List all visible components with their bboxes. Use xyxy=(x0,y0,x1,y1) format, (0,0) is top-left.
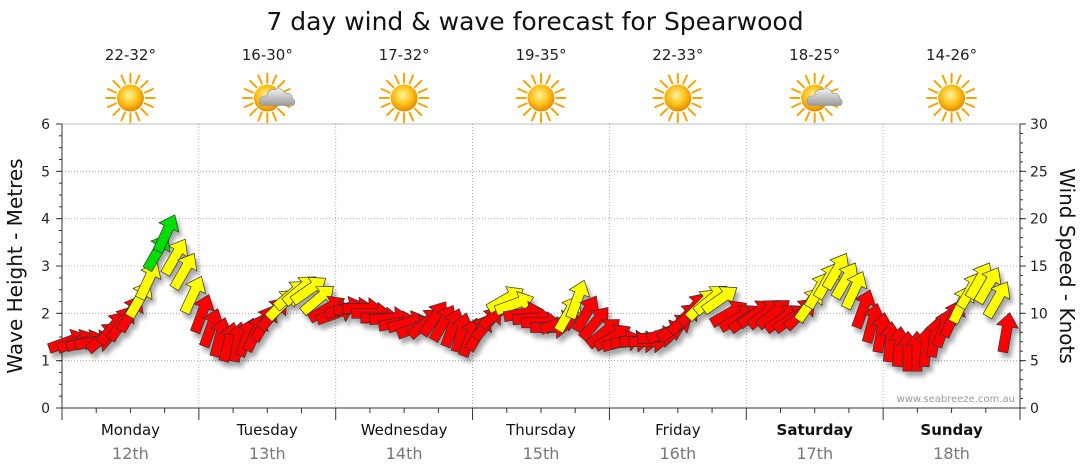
day-temperature-range: 14-26° xyxy=(926,46,977,64)
wind-arrow xyxy=(996,312,1019,354)
chart-grid xyxy=(61,123,1021,409)
y-tick-label-right: 15 xyxy=(1030,259,1048,275)
sun-cloud-icon xyxy=(789,72,843,124)
day-name: Wednesday xyxy=(361,421,448,439)
sun-icon xyxy=(926,72,977,124)
day-date: 17th xyxy=(796,444,833,463)
daily-weather-row: 22-32° 16-30° 17-32° 19-35° 22-33° 18-25° 14-2… xyxy=(105,46,977,124)
day-temperature-range: 17-32° xyxy=(379,46,430,64)
day-name: Monday xyxy=(101,421,160,439)
y-tick-label-right: 10 xyxy=(1030,306,1048,322)
chart-title: 7 day wind & wave forecast for Spearwood xyxy=(266,7,803,36)
y-tick-label-left: 5 xyxy=(41,164,50,180)
plot-frame xyxy=(61,123,1021,409)
day-name: Thursday xyxy=(505,421,576,439)
wind-arrow xyxy=(169,253,198,291)
y-tick-label-left: 1 xyxy=(41,354,50,370)
y-tick-label-right: 30 xyxy=(1030,117,1048,133)
y-tick-label-right: 0 xyxy=(1030,401,1039,417)
day-temperature-range: 16-30° xyxy=(242,46,293,64)
day-name: Friday xyxy=(655,421,701,439)
y-tick-label-left: 4 xyxy=(41,212,50,228)
day-date: 12th xyxy=(112,444,149,463)
y-tick-label-left: 6 xyxy=(41,117,50,133)
day-date: 18th xyxy=(933,444,970,463)
sun-cloud-icon xyxy=(241,72,296,124)
sun-icon xyxy=(105,72,156,124)
y-axis-right-title: Wind Speed - Knots xyxy=(1055,168,1079,364)
wind-arrow xyxy=(565,279,591,320)
day-date: 16th xyxy=(659,444,696,463)
day-name: Tuesday xyxy=(236,421,298,439)
y-axis-left-title: Wave Height - Metres xyxy=(3,158,27,373)
sun-icon xyxy=(515,72,567,124)
y-tick-label-right: 5 xyxy=(1030,354,1039,370)
wind-arrows xyxy=(47,214,1019,372)
day-date: 15th xyxy=(523,444,560,463)
sun-icon xyxy=(378,72,430,124)
wind-arrow xyxy=(152,214,180,254)
y-tick-label-right: 25 xyxy=(1030,164,1048,180)
y-tick-label-right: 20 xyxy=(1030,212,1048,228)
sun-icon xyxy=(652,72,704,124)
wind-arrow xyxy=(135,261,162,301)
day-date: 14th xyxy=(386,444,423,463)
y-tick-label-left: 3 xyxy=(41,259,50,275)
day-temperature-range: 22-33° xyxy=(652,46,703,64)
wind-arrow xyxy=(179,275,206,315)
day-temperature-range: 19-35° xyxy=(515,46,566,64)
day-labels: Monday 12th Tuesday 13th Wednesday 14th Thursd… xyxy=(101,421,983,463)
watermark: www.seabreeze.com.au xyxy=(897,394,1015,405)
day-name: Saturday xyxy=(777,421,854,439)
day-name: Sunday xyxy=(920,421,983,439)
wind-arrow xyxy=(841,271,868,311)
day-date: 13th xyxy=(249,444,286,463)
day-temperature-range: 18-25° xyxy=(789,46,840,64)
day-temperature-range: 22-32° xyxy=(105,46,156,64)
y-tick-label-left: 2 xyxy=(41,306,50,322)
y-tick-label-left: 0 xyxy=(41,401,50,417)
wind-arrow xyxy=(982,281,1011,320)
